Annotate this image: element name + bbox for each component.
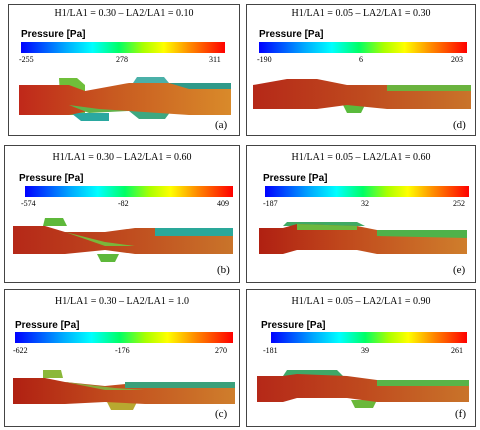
colorbar-min-c: -622 xyxy=(13,346,28,355)
colorbar-min-a: -255 xyxy=(19,55,34,64)
colorbar-min-d: -190 xyxy=(257,55,272,64)
duct-contour-a xyxy=(19,77,231,121)
panel-a-title: H1/LA1 = 0.30 – LA2/LA1 = 0.10 xyxy=(54,8,194,19)
colorbar-mid-c: -176 xyxy=(115,346,130,355)
panel-a-tag: (a) xyxy=(215,119,228,131)
colorbar-label-a: Pressure [Pa] xyxy=(21,29,86,40)
colorbar-min-e: -187 xyxy=(263,199,278,208)
panel-e-tag: (e) xyxy=(453,264,466,276)
colorbar-a xyxy=(21,42,225,53)
duct-contour-d xyxy=(253,79,471,113)
panel-e-title: H1/LA1 = 0.05 – LA2/LA1 = 0.60 xyxy=(291,152,431,163)
colorbar-label-d: Pressure [Pa] xyxy=(259,29,324,40)
panel-c: H1/LA1 = 0.30 – LA2/LA1 = 1.0 Pressure [… xyxy=(4,289,240,427)
colorbar-f xyxy=(271,332,467,343)
panel-f: H1/LA1 = 0.05 – LA2/LA1 = 0.90 Pressure … xyxy=(246,289,476,427)
panel-c-title: H1/LA1 = 0.30 – LA2/LA1 = 1.0 xyxy=(54,296,190,307)
colorbar-mid-b: -82 xyxy=(118,199,129,208)
colorbar-label-b: Pressure [Pa] xyxy=(19,173,84,184)
colorbar-c xyxy=(15,332,233,343)
duct-contour-c xyxy=(13,370,235,410)
colorbar-label-f: Pressure [Pa] xyxy=(261,320,326,331)
panel-f-title: H1/LA1 = 0.05 – LA2/LA1 = 0.90 xyxy=(291,296,431,307)
panel-c-tag: (c) xyxy=(215,408,228,420)
colorbar-e xyxy=(265,186,469,197)
panel-d-tag: (d) xyxy=(453,119,466,131)
colorbar-mid-d: 6 xyxy=(359,55,363,64)
colorbar-max-b: 409 xyxy=(217,199,229,208)
colorbar-b xyxy=(25,186,233,197)
colorbar-d xyxy=(259,42,467,53)
colorbar-mid-a: 278 xyxy=(116,55,128,64)
panel-f-tag: (f) xyxy=(455,408,466,420)
panel-d: H1/LA1 = 0.05 – LA2/LA1 = 0.30 Pressure … xyxy=(246,4,476,136)
colorbar-max-e: 252 xyxy=(453,199,465,208)
panel-d-title: H1/LA1 = 0.05 – LA2/LA1 = 0.30 xyxy=(291,8,431,19)
panel-b: H1/LA1 = 0.30 – LA2/LA1 = 0.60 Pressure … xyxy=(4,145,240,283)
colorbar-min-f: -181 xyxy=(263,346,278,355)
colorbar-label-e: Pressure [Pa] xyxy=(263,173,328,184)
colorbar-min-b: -574 xyxy=(21,199,36,208)
panel-a: H1/LA1 = 0.30 – LA2/LA1 = 0.10 Pressure … xyxy=(8,4,240,136)
colorbar-mid-e: 32 xyxy=(361,199,369,208)
panel-b-tag: (b) xyxy=(217,264,230,276)
colorbar-mid-f: 39 xyxy=(361,346,369,355)
panel-b-title: H1/LA1 = 0.30 – LA2/LA1 = 0.60 xyxy=(52,152,192,163)
colorbar-max-f: 261 xyxy=(451,346,463,355)
colorbar-max-c: 270 xyxy=(215,346,227,355)
duct-contour-b xyxy=(13,218,233,262)
duct-contour-f xyxy=(257,370,469,408)
colorbar-max-a: 311 xyxy=(209,55,221,64)
duct-contour-e xyxy=(259,222,467,254)
panel-e: H1/LA1 = 0.05 – LA2/LA1 = 0.60 Pressure … xyxy=(246,145,476,283)
colorbar-label-c: Pressure [Pa] xyxy=(15,320,80,331)
colorbar-max-d: 203 xyxy=(451,55,463,64)
